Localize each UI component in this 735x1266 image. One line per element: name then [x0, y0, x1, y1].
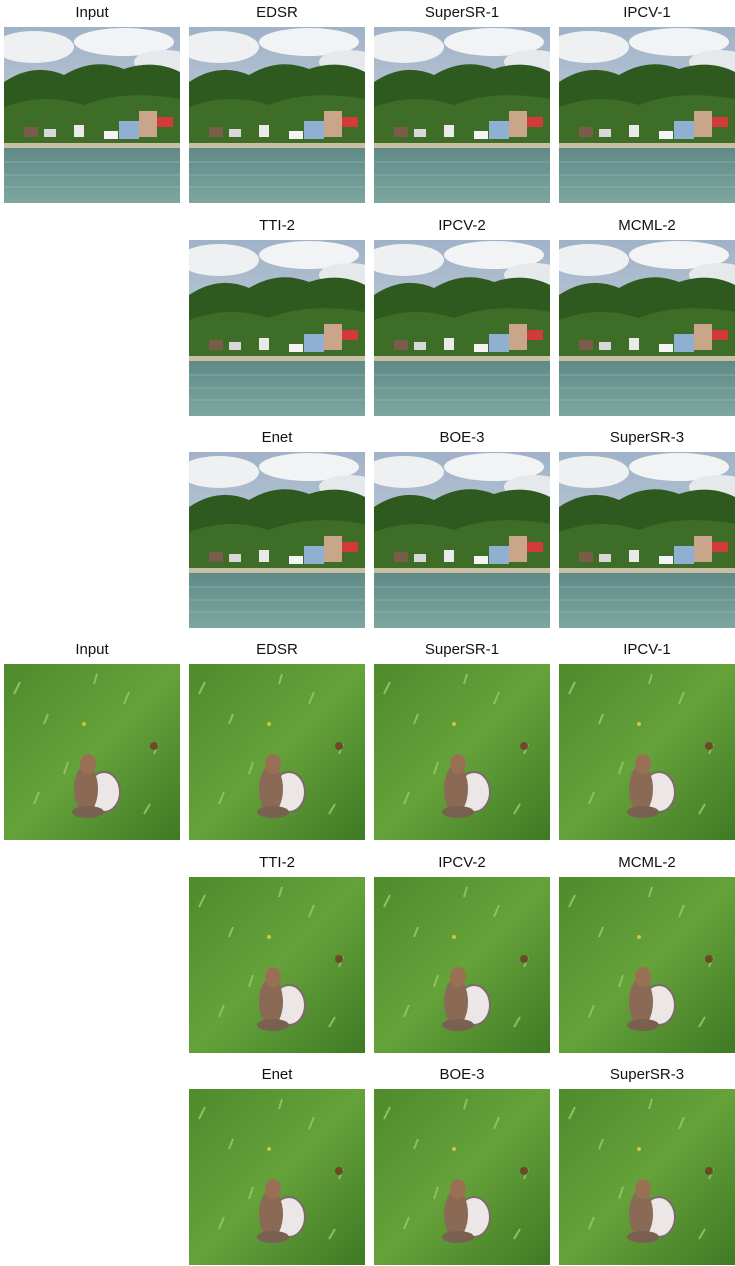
result-image: [549, 240, 735, 416]
image-label: Input: [75, 641, 109, 658]
result-image: [549, 27, 735, 203]
result-image: [549, 452, 735, 628]
image-label: IPCV-1: [623, 641, 671, 658]
image-label: MCML-2: [618, 217, 676, 234]
result-image: [374, 664, 550, 840]
result-image: [364, 240, 564, 416]
image-label: EDSR: [256, 4, 298, 21]
result-image: [179, 240, 379, 416]
figure: Input EDSR SuperSR-1 IPCV-1 TTI-2 IPCV-2 MCML-…: [0, 0, 735, 1266]
image-label: IPCV-2: [438, 217, 486, 234]
result-image: [374, 877, 550, 1053]
input-image: [4, 664, 180, 840]
result-image: [179, 27, 379, 203]
result-image: [364, 27, 564, 203]
result-image: [189, 1089, 365, 1265]
image-label: IPCV-2: [438, 854, 486, 871]
image-label: TTI-2: [259, 217, 295, 234]
image-label: BOE-3: [439, 429, 484, 446]
image-label: BOE-3: [439, 1066, 484, 1083]
image-label: SuperSR-1: [425, 4, 499, 21]
result-image: [179, 452, 379, 628]
image-label: MCML-2: [618, 854, 676, 871]
image-label: SuperSR-3: [610, 429, 684, 446]
image-label: Enet: [262, 429, 294, 446]
result-image: [364, 452, 564, 628]
result-image: [559, 664, 735, 840]
result-image: [374, 1089, 550, 1265]
result-image: [189, 664, 365, 840]
result-image: [559, 1089, 735, 1265]
result-image: [559, 877, 735, 1053]
image-label: EDSR: [256, 641, 298, 658]
result-image: [189, 877, 365, 1053]
image-label: Input: [75, 4, 109, 21]
input-image: [0, 27, 194, 203]
image-label: TTI-2: [259, 854, 295, 871]
image-label: Enet: [262, 1066, 294, 1083]
image-label: IPCV-1: [623, 4, 671, 21]
image-label: SuperSR-3: [610, 1066, 684, 1083]
image-label: SuperSR-1: [425, 641, 499, 658]
